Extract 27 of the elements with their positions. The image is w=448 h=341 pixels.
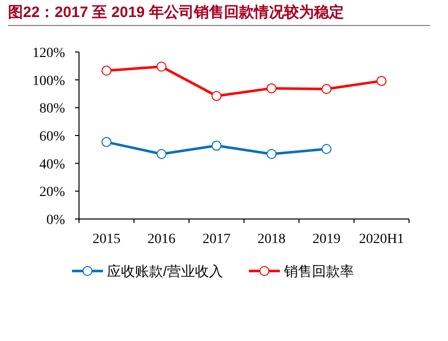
point (376, 76, 386, 86)
chart-title: 图22：2017 至 2019 年公司销售回款情况较为稳定 (8, 3, 344, 21)
y-tick-label: 120% (32, 46, 66, 61)
point (266, 149, 276, 160)
point (102, 137, 112, 148)
y-tick-label: 20% (39, 185, 66, 200)
x-tick-label: 2020H1 (358, 232, 404, 247)
point (102, 66, 112, 76)
y-tick-label: 80% (39, 102, 66, 117)
point (156, 62, 166, 72)
point (266, 83, 276, 94)
y-tick-label: 0% (46, 213, 66, 228)
point (322, 144, 332, 154)
point (156, 149, 166, 160)
x-tick-label: 2019 (312, 232, 340, 247)
legend-label: 应收账款/营业收入 (107, 263, 223, 279)
x-tick-label: 2016 (148, 232, 176, 247)
point (322, 84, 332, 94)
point (212, 140, 222, 151)
y-tick-label: 40% (39, 157, 66, 172)
legend-label: 销售回款率 (282, 263, 354, 279)
x-tick-label: 2018 (258, 232, 286, 247)
x-tick-label: 2015 (92, 232, 120, 247)
y-tick-label: 60% (39, 130, 66, 144)
y-tick-label: 100% (32, 74, 66, 89)
x-tick-label: 2017 (202, 232, 230, 247)
point (212, 90, 222, 101)
